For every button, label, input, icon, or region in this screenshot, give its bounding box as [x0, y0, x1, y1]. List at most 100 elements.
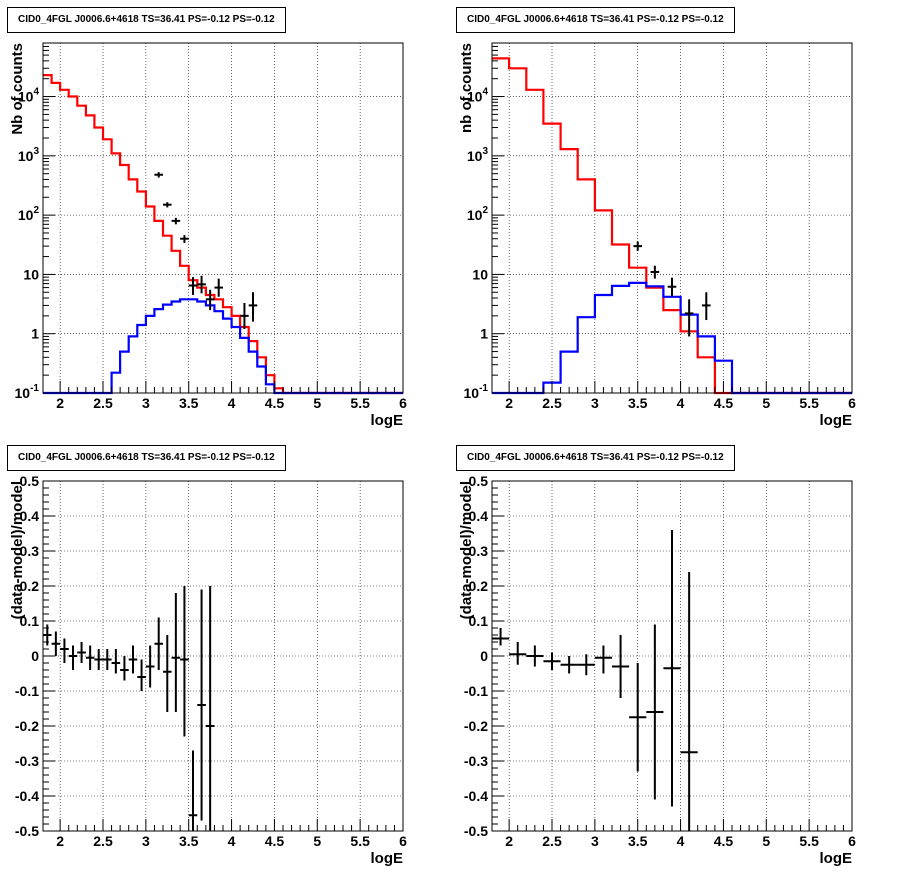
data-point — [180, 586, 189, 737]
data-point — [526, 645, 544, 667]
y-grid — [43, 515, 403, 797]
x-tick-label: 3 — [591, 833, 599, 849]
data-point — [646, 624, 664, 800]
data-point — [612, 635, 630, 698]
data-point — [103, 649, 112, 670]
x-axis-label: logE — [820, 412, 853, 429]
y-tick-label: -0.2 — [15, 718, 39, 734]
data-point — [702, 292, 711, 321]
y-tick-label: -0.2 — [464, 718, 488, 734]
y-axis-label: nb of counts — [458, 43, 475, 133]
x-tick-label: 5 — [762, 833, 770, 849]
y-grid — [492, 96, 852, 335]
data-point — [85, 645, 95, 670]
x-tick-label: 2 — [56, 395, 64, 411]
y-tick-label: -0.4 — [15, 788, 39, 804]
x-tick-label: 4 — [677, 833, 685, 849]
x-tick-label: 4.5 — [714, 395, 734, 411]
data-point — [171, 593, 181, 712]
x-tick-label: 2.5 — [93, 395, 113, 411]
y-tick-label: 0.3 — [20, 543, 40, 559]
x-tick-label: 6 — [399, 833, 407, 849]
x-axis-label: logE — [820, 850, 853, 867]
x-tick-label: 4.5 — [265, 395, 285, 411]
data-point — [188, 750, 198, 831]
data-point — [629, 663, 647, 772]
y-tick-label: 104 — [18, 87, 40, 105]
data-point — [577, 654, 595, 676]
x-tick-label: 6 — [848, 395, 856, 411]
x-tick-label: 4 — [228, 833, 236, 849]
data-point — [128, 645, 138, 674]
y-tick-label: 102 — [18, 205, 40, 223]
x-tick-label: 3 — [591, 395, 599, 411]
x-tick-label: 5.5 — [350, 833, 370, 849]
y-tick-label: 0.4 — [20, 508, 40, 524]
y-tick-label: 1 — [480, 326, 488, 342]
x-tick-label: 6 — [399, 395, 407, 411]
y-tick-label: 10 — [472, 266, 488, 282]
y-tick-label: -0.5 — [464, 823, 488, 839]
y-tick-label: -0.1 — [464, 683, 488, 699]
data-point — [663, 530, 681, 807]
data-point — [492, 628, 510, 646]
data-point — [594, 645, 612, 674]
data-point — [145, 645, 155, 688]
y-tick-label: -0.3 — [464, 753, 488, 769]
data-point — [214, 278, 223, 297]
chart-panel-top-left: 2 2.5 3 3.5 4 4.5 5 5.5 6 logE 10-1 1 10 102 103 104 Nb … — [0, 0, 449, 437]
y-tick-label: 0.3 — [469, 543, 489, 559]
x-tick-label: 5 — [313, 395, 321, 411]
data-point — [68, 645, 78, 670]
data-point — [248, 292, 258, 322]
x-tick-label: 5.5 — [350, 395, 370, 411]
data-point — [197, 589, 206, 821]
y-tick-label: 103 — [18, 146, 40, 164]
y-tick-label: 10-1 — [15, 383, 40, 401]
x-tick-label: 2.5 — [542, 395, 562, 411]
y-tick-label: 0.5 — [469, 473, 489, 489]
x-tick-label: 5.5 — [799, 395, 819, 411]
data-point — [684, 299, 694, 337]
data-point — [240, 302, 249, 330]
x-tick-label: 3 — [142, 395, 150, 411]
y-tick-label: 0.1 — [20, 613, 40, 629]
x-tick-label: 2.5 — [93, 833, 113, 849]
data-point — [163, 202, 172, 208]
x-tick-label: 2 — [56, 833, 64, 849]
y-axis-label: Nb of counts — [9, 43, 26, 135]
y-tick-label: 10 — [23, 266, 39, 282]
data-point — [94, 649, 103, 670]
x-tick-label: 3.5 — [628, 833, 648, 849]
x-tick-label: 5 — [762, 395, 770, 411]
y-tick-label: 10-1 — [464, 383, 489, 401]
x-tick-label: 3.5 — [179, 395, 199, 411]
x-tick-label: 2 — [505, 395, 513, 411]
x-tick-label: 4.5 — [714, 833, 734, 849]
y-tick-label: -0.4 — [464, 788, 488, 804]
chart-title: CID0_4FGL J0006.6+4618 TS=36.41 PS=-0.12… — [7, 7, 286, 33]
chart-svg-2: 2 2.5 3 3.5 4 4.5 5 5.5 6logE-0.5-0.4-0.3-0.2-0.… — [9, 473, 407, 867]
y-tick-label: 0.4 — [469, 508, 489, 524]
x-tick-label: 4 — [228, 395, 236, 411]
data-point — [560, 656, 578, 674]
chart-panel-bottom-left: 2 2.5 3 3.5 4 4.5 5 5.5 6 logE -0.5 -0.4 -0.3 -0.2 -0.… — [0, 438, 449, 875]
chart-panel-top-right: 2 2.5 3 3.5 4 4.5 5 5.5 6 logE 10-1 1 10 102 103 104 nb … — [449, 0, 898, 437]
data-point — [205, 586, 215, 831]
y-tick-label: 103 — [467, 146, 489, 164]
x-tick-label: 5.5 — [799, 833, 819, 849]
data-point — [633, 241, 642, 251]
y-tick-label: -0.3 — [15, 753, 39, 769]
x-tick-label: 2 — [505, 833, 513, 849]
x-axis-label: logE — [371, 850, 404, 867]
data-point — [137, 659, 146, 691]
x-tick-label: 3.5 — [179, 833, 199, 849]
y-tick-label: 0.5 — [20, 473, 40, 489]
data-point — [60, 638, 69, 663]
data-point — [111, 649, 121, 674]
